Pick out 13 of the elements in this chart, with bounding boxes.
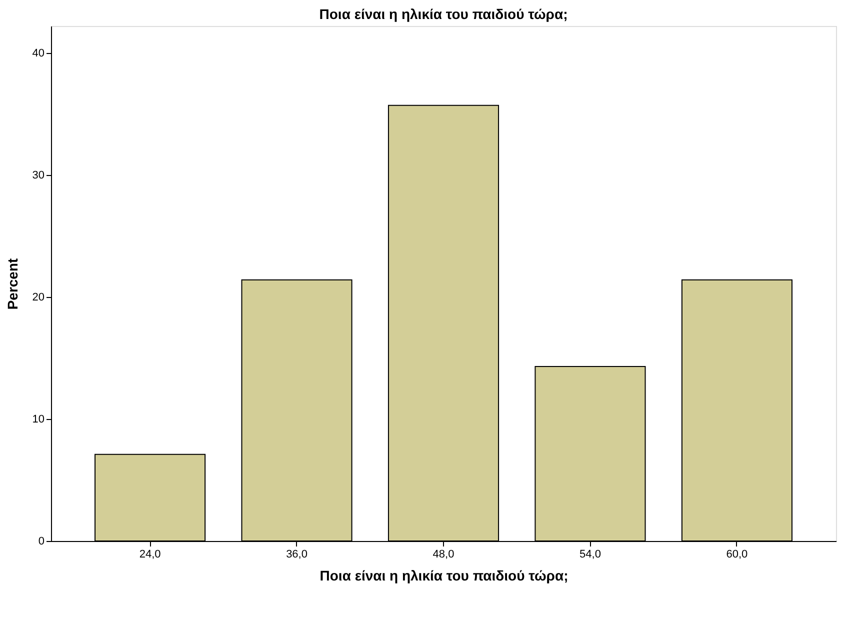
y-tick-label: 20 — [32, 291, 44, 304]
y-tick-label: 0 — [38, 536, 44, 548]
chart-title: Ποια είναι η ηλικία του παιδιού τώρα; — [319, 6, 568, 22]
x-tick-label: 54,0 — [580, 548, 601, 560]
x-axis-title: Ποια είναι η ηλικία του παιδιού τώρα; — [320, 568, 568, 584]
x-tick-label: 60,0 — [726, 548, 748, 560]
x-tick-label: 36,0 — [286, 548, 308, 560]
y-tick-label: 40 — [32, 47, 44, 60]
y-tick-label: 30 — [32, 169, 44, 182]
y-tick-label: 10 — [32, 413, 44, 426]
x-tick-label: 24,0 — [139, 548, 161, 560]
x-tick-label: 48,0 — [432, 548, 454, 560]
y-axis-title: Percent — [4, 258, 20, 310]
